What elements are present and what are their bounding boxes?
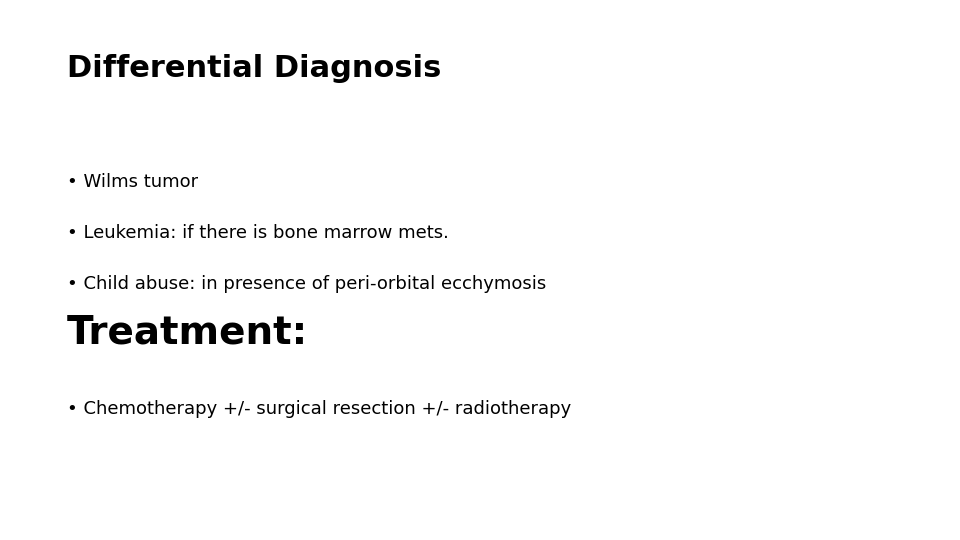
Text: Differential Diagnosis: Differential Diagnosis xyxy=(67,54,442,83)
Text: • Chemotherapy +/- surgical resection +/- radiotherapy: • Chemotherapy +/- surgical resection +/… xyxy=(67,400,571,417)
Text: • Child abuse: in presence of peri-orbital ecchymosis: • Child abuse: in presence of peri-orbit… xyxy=(67,275,546,293)
Text: • Wilms tumor: • Wilms tumor xyxy=(67,173,199,191)
Text: Treatment:: Treatment: xyxy=(67,313,308,351)
Text: • Leukemia: if there is bone marrow mets.: • Leukemia: if there is bone marrow mets… xyxy=(67,224,449,242)
